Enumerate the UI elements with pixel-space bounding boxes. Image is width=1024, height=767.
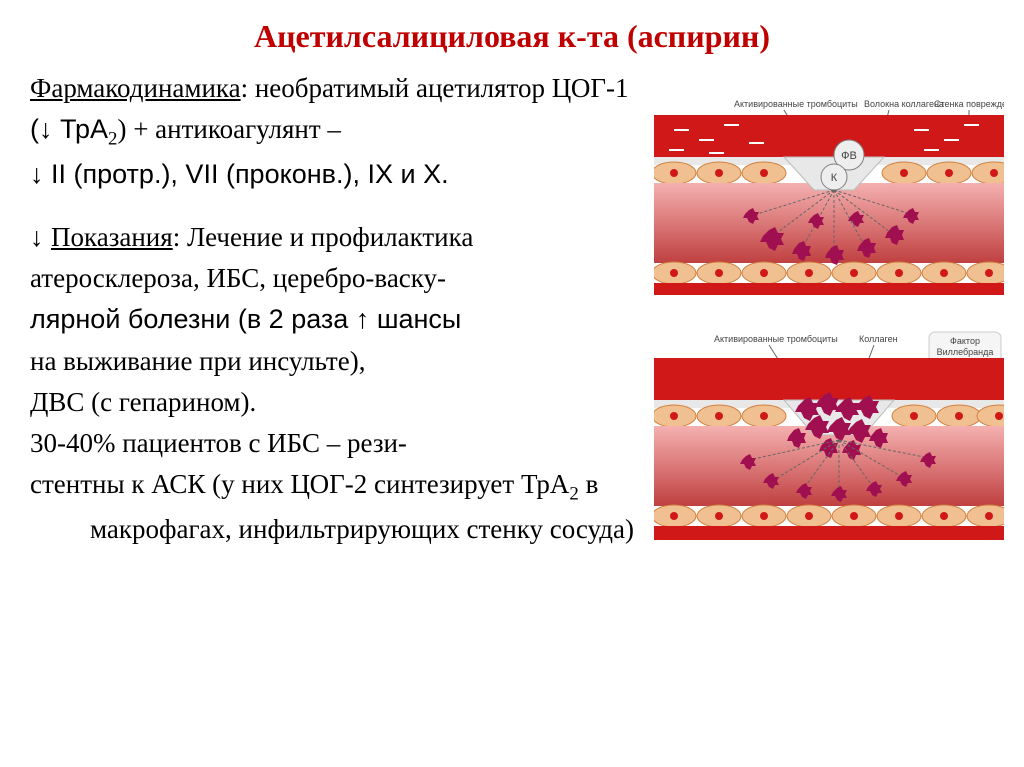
d2-label-c1: Фактор — [950, 336, 980, 346]
vessel-diagram-2: Активированные тромбоциты Коллаген Факто… — [654, 330, 1004, 540]
pharmacodynamics-label: Фармакодинамика — [30, 73, 241, 103]
d1-label-b: Волокна коллагена — [864, 99, 944, 109]
indications-label: Показания — [51, 222, 173, 252]
d1-label-c: Стенка поврежденного сосуда — [934, 99, 1004, 109]
d1-fv: ФВ — [841, 150, 857, 162]
vessel-diagram-1: Активированные тромбоциты Волокна коллаг… — [654, 95, 1004, 295]
d1-label-a: Активированные тромбоциты — [734, 99, 858, 109]
d2-label-c2: Виллебранда — [937, 347, 994, 357]
slide-title: Ацетилсалициловая к-та (аспирин) — [30, 18, 994, 55]
d2-label-b: Коллаген — [859, 334, 898, 344]
d2-label-a: Активированные тромбоциты — [714, 334, 838, 344]
d1-k: К — [831, 172, 838, 184]
